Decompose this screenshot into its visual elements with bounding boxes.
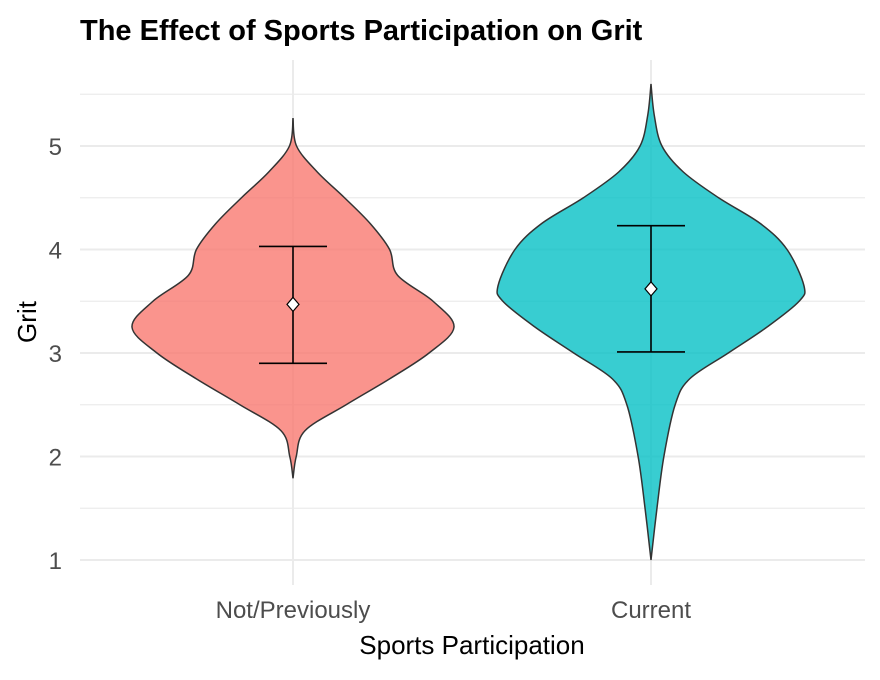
mean-point xyxy=(286,296,300,313)
y-tick-label: 3 xyxy=(49,341,62,368)
y-tick-label: 1 xyxy=(49,548,62,575)
x-axis-title: Sports Participation xyxy=(359,630,584,660)
x-tick-label: Not/Previously xyxy=(216,597,371,624)
chart-title: The Effect of Sports Participation on Gr… xyxy=(80,15,643,47)
mean-point xyxy=(644,280,658,297)
y-axis-ticks: 1 2 3 4 5 xyxy=(49,134,62,575)
violins xyxy=(131,83,806,561)
error-bar xyxy=(617,224,685,353)
y-tick-label: 4 xyxy=(49,238,62,265)
y-tick-label: 5 xyxy=(49,134,62,161)
error-bar xyxy=(259,245,327,365)
y-axis-title: Grit xyxy=(12,300,42,343)
x-axis-ticks: Not/Previously Current xyxy=(216,597,692,624)
y-tick-label: 2 xyxy=(49,445,62,472)
x-tick-label: Current xyxy=(611,597,691,624)
